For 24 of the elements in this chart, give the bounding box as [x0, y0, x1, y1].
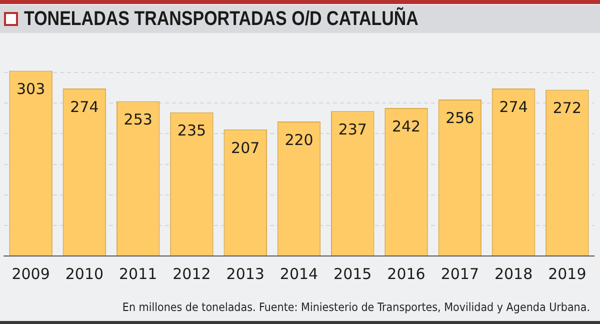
text: En millones de toneladas. Fuente: Miniesterio de Transportes, Movilidad y Agenda Urbana. [121, 300, 590, 314]
x-tick-label: 2011 [118, 264, 158, 283]
data-label: 272 [552, 99, 582, 118]
x-tick-label: 2009 [12, 264, 50, 283]
data-label: 256 [446, 108, 474, 127]
chart-title: TONELADAS TRANSPORTADAS O/D CATALUÑA [24, 8, 418, 30]
x-tick-label: 2015 [334, 264, 372, 283]
data-label: 303 [16, 80, 46, 98]
x-tick-label: 2016 [387, 264, 426, 283]
x-tick-label: 2010 [65, 264, 104, 283]
data-label: 237 [338, 120, 367, 138]
x-tick-label: 2018 [494, 264, 533, 283]
data-label: 274 [70, 98, 99, 116]
x-tick-label: 2014 [280, 264, 318, 283]
data-label: 274 [499, 98, 528, 116]
x-tick-label: 2012 [172, 264, 211, 283]
data-label: 242 [392, 117, 421, 136]
x-tick-label: 2019 [548, 264, 586, 283]
data-label: 253 [124, 110, 152, 129]
x-tick-label: 2017 [440, 264, 480, 283]
data-label: 207 [231, 138, 260, 157]
data-label: 235 [177, 122, 206, 140]
x-tick-label: 2013 [226, 264, 264, 283]
data-label: 220 [284, 130, 314, 149]
